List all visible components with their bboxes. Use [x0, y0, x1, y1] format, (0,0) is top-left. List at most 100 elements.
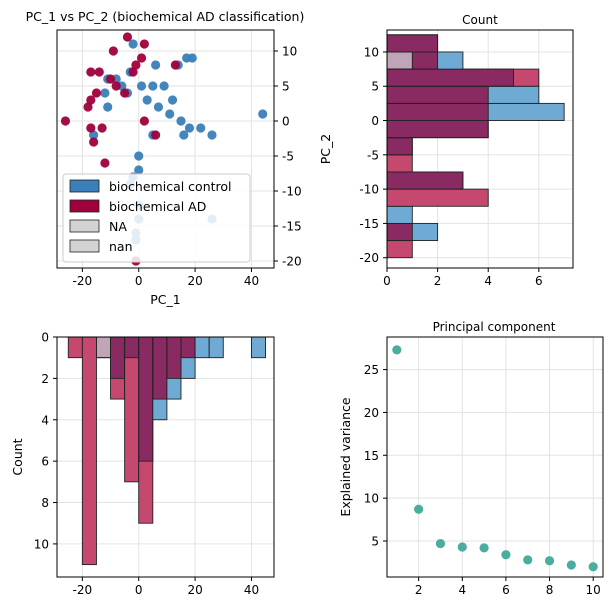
x-tick-label: -20	[73, 274, 93, 288]
y-tick-label: 5	[371, 80, 379, 94]
explained-variance-panel: 2 4 6 8 10 5 10 15 20 25 Principal component Explai…	[338, 320, 604, 597]
variance-title: Principal component	[433, 320, 556, 334]
ad-point	[131, 60, 141, 70]
x-tick-label: 0	[135, 583, 143, 597]
control-bar	[209, 337, 224, 358]
y-tick-label: 20	[364, 406, 379, 420]
ad-point	[136, 53, 147, 63]
y-tick-label: 10	[282, 45, 297, 59]
control-point	[196, 123, 206, 133]
x-tick-label: 20	[187, 583, 202, 597]
variance-point	[392, 345, 402, 355]
control-point	[148, 81, 158, 91]
control-point	[151, 60, 161, 70]
ad-point	[105, 74, 116, 84]
ad-point	[94, 67, 104, 77]
overlap-bar	[387, 86, 489, 104]
control-bar	[152, 399, 167, 420]
ad-point	[111, 81, 121, 91]
variance-axes	[386, 336, 604, 578]
overlap-bar	[138, 337, 153, 462]
x-tick-label: 2	[434, 274, 442, 288]
legend-swatch	[69, 239, 100, 253]
control-bar	[166, 378, 181, 400]
legend-label: NA	[109, 219, 127, 234]
overlap-bar	[387, 171, 463, 190]
ad-bar	[513, 69, 539, 87]
ad-bar	[387, 189, 489, 207]
y-axis-label: Explained variance	[338, 397, 353, 516]
y-axis-label: PC_2	[318, 134, 333, 164]
x-tick-label: 40	[244, 583, 259, 597]
control-point	[103, 102, 113, 112]
ad-point	[151, 130, 161, 140]
scatter-legend: biochemical control biochemical AD NA nan	[62, 173, 251, 263]
legend-label: biochemical AD	[109, 199, 206, 214]
control-bar	[251, 337, 266, 358]
histogram-axes	[386, 29, 574, 269]
legend-label: biochemical control	[109, 179, 232, 194]
control-point	[187, 53, 197, 63]
variance-point	[501, 550, 511, 560]
legend-label: nan	[109, 239, 133, 254]
x-tick-label: 6	[535, 274, 543, 288]
control-point	[167, 95, 178, 105]
x-tick-label: 4	[484, 274, 492, 288]
ad-bar	[82, 337, 97, 565]
y-tick-label: 10	[364, 492, 379, 506]
control-point	[142, 95, 152, 105]
legend-swatch	[69, 199, 100, 213]
control-point	[153, 102, 164, 112]
variance-point	[544, 556, 555, 566]
control-bar	[195, 337, 210, 358]
ad-point	[86, 123, 96, 133]
ad-point	[139, 39, 149, 49]
overlap-bar	[124, 337, 139, 358]
ad-point	[60, 116, 71, 126]
overlap-bar	[181, 337, 196, 358]
y-tick-label: 10	[364, 45, 379, 59]
y-tick-label: -20	[282, 255, 302, 269]
y-tick-label: 2	[41, 372, 49, 386]
x-tick-label: 0	[383, 274, 391, 288]
y-tick-label: 4	[41, 413, 49, 427]
y-tick-label: -15	[359, 217, 379, 231]
ad-bar	[124, 357, 139, 482]
control-bar	[488, 103, 565, 121]
control-point	[176, 116, 186, 126]
control-point	[134, 165, 144, 175]
ad-point	[86, 95, 96, 105]
variance-point	[588, 562, 598, 572]
control-point	[165, 109, 175, 119]
variance-point	[523, 555, 533, 565]
ad-point	[86, 67, 96, 77]
overlap-bar	[387, 103, 489, 121]
y-tick-label: 5	[282, 80, 290, 94]
control-bar	[181, 357, 196, 379]
ad-bar	[387, 154, 413, 172]
ad-bar	[387, 240, 413, 258]
legend-box	[62, 173, 251, 263]
overlap-bar	[387, 120, 489, 138]
y-tick-label: 25	[364, 363, 379, 377]
variance-point	[414, 504, 424, 514]
x-tick-label: 4	[458, 583, 466, 597]
ad-point	[89, 137, 99, 147]
y-tick-label: -20	[359, 251, 379, 265]
y-tick-label: 15	[364, 449, 379, 463]
control-point	[258, 109, 268, 119]
histogram-axes	[56, 336, 275, 578]
control-point	[89, 130, 99, 140]
control-bar	[387, 206, 413, 224]
x-tick-label: 2	[415, 583, 423, 597]
ad-point	[128, 67, 138, 77]
y-tick-label: 0	[282, 115, 290, 129]
pca-scatter-panel: -20 0 20 40 10 5 0 -5 -10 -15 -20 PC_1 vs PC_2 (bio…	[26, 9, 333, 307]
y-tick-label: 5	[371, 535, 379, 549]
control-point	[159, 81, 169, 91]
nan-bar	[387, 51, 413, 70]
y-axis-label: Count	[10, 438, 25, 475]
overlap-bar	[387, 34, 438, 52]
y-tick-label: 6	[41, 455, 49, 469]
